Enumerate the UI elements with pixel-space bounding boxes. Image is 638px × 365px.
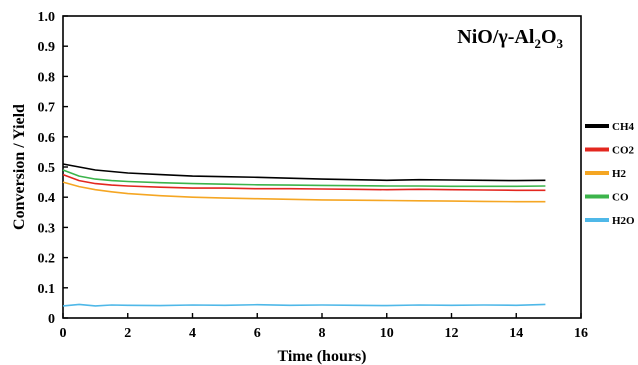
y-tick-label: 0.5 bbox=[38, 161, 56, 176]
x-axis-ticks: 0 2 4 6 8 10 12 14 16 bbox=[60, 313, 588, 341]
legend-label-ch4: CH4 bbox=[612, 121, 635, 133]
x-tick-label: 8 bbox=[319, 326, 326, 341]
x-axis-title: Time (hours) bbox=[277, 348, 366, 365]
series-layer bbox=[62, 163, 546, 307]
x-tick-label: 10 bbox=[380, 326, 394, 341]
legend-label-h2: H2 bbox=[612, 168, 627, 180]
y-tick-label: 0.6 bbox=[38, 131, 56, 146]
y-tick-label: 0.9 bbox=[38, 40, 56, 55]
x-tick-label: 12 bbox=[445, 326, 459, 341]
x-tick-label: 2 bbox=[124, 326, 131, 341]
plot-area bbox=[62, 15, 582, 319]
chart-title-part-1: NiO/γ-Al bbox=[457, 26, 535, 48]
x-tick-label: 6 bbox=[254, 326, 261, 341]
series-line-h2 bbox=[62, 181, 546, 203]
x-tick-label: 14 bbox=[509, 326, 523, 341]
y-axis-ticks: 0 0.1 0.2 0.3 0.4 0.5 0.6 0.7 0.8 0.9 1.0 bbox=[38, 10, 68, 327]
series-line-ch4 bbox=[62, 163, 546, 182]
plot-frame bbox=[62, 15, 582, 319]
chart-title: NiO/γ-Al2O3 bbox=[457, 26, 563, 51]
legend: CH4 CO2 H2 CO H2O bbox=[585, 121, 635, 227]
y-tick-label: 0.2 bbox=[38, 252, 56, 267]
legend-label-h2o: H2O bbox=[612, 215, 635, 227]
chart-title-subscript-1: 2 bbox=[534, 36, 541, 51]
legend-label-co2: CO2 bbox=[612, 145, 635, 157]
series-line-co2 bbox=[62, 173, 546, 192]
y-axis-title: Conversion / Yield bbox=[11, 104, 28, 230]
x-tick-label: 0 bbox=[60, 326, 67, 341]
y-tick-label: 0 bbox=[48, 312, 55, 327]
y-tick-label: 0.3 bbox=[38, 221, 56, 236]
chart-title-part-2: O bbox=[541, 26, 557, 48]
y-tick-label: 0.4 bbox=[38, 191, 56, 206]
series-line-co bbox=[62, 169, 546, 188]
x-tick-label: 16 bbox=[574, 326, 588, 341]
y-tick-label: 0.8 bbox=[38, 70, 56, 85]
y-tick-label: 0.1 bbox=[38, 282, 56, 297]
legend-label-co: CO bbox=[612, 192, 629, 204]
chart-title-subscript-2: 3 bbox=[557, 36, 564, 51]
y-tick-label: 0.7 bbox=[38, 101, 56, 116]
x-tick-label: 4 bbox=[189, 326, 196, 341]
series-line-h2o bbox=[62, 303, 546, 307]
y-tick-label: 1.0 bbox=[38, 10, 56, 25]
